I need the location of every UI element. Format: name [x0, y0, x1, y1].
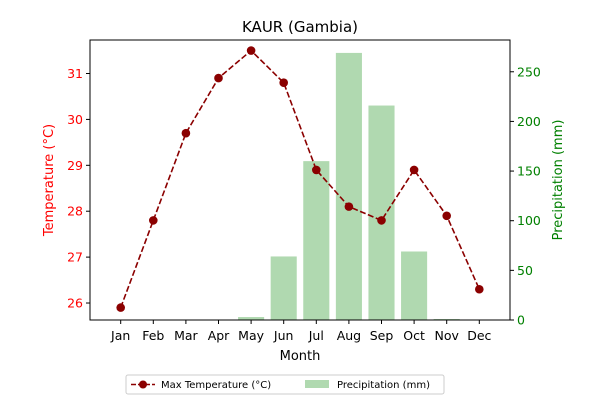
precip-bar-sep — [368, 105, 395, 320]
temperature-point-aug — [344, 202, 354, 211]
precip-bar-may — [238, 317, 265, 320]
precip-bar-aug — [335, 52, 362, 320]
legend-frame — [125, 374, 445, 395]
x-tick-label: Dec — [467, 328, 491, 343]
chart-title: KAUR (Gambia) — [242, 18, 358, 36]
x-tick-label: Jan — [110, 328, 130, 343]
right-y-tick-label: 100 — [517, 213, 541, 228]
precipitation-bars — [238, 52, 460, 320]
left-y-tick-label: 27 — [67, 250, 83, 265]
legend-precipitation-label: Precipitation (mm) — [337, 380, 430, 391]
precip-bar-oct — [401, 251, 428, 320]
temperature-point-sep — [377, 216, 386, 225]
legend-temperature-label: Max Temperature (°C) — [161, 380, 271, 391]
right-y-tick-label: 150 — [517, 164, 541, 179]
x-tick-label: Jul — [308, 328, 324, 343]
temperature-point-feb — [149, 216, 158, 225]
precip-bar-jun — [270, 256, 297, 320]
x-tick-label: Feb — [142, 328, 164, 343]
legend-line-marker — [139, 380, 147, 389]
temperature-point-jun — [279, 78, 289, 87]
x-tick-label: Nov — [434, 328, 459, 343]
temperature-point-oct — [409, 165, 419, 175]
temperature-point-nov — [442, 211, 452, 221]
precip-bar-jul — [303, 161, 330, 320]
temperature-point-dec — [475, 284, 484, 294]
temperature-line-series — [116, 46, 484, 312]
right-y-tick-label: 250 — [517, 64, 541, 79]
legend: Max Temperature (°C) Precipitation (mm) — [125, 374, 445, 395]
temperature-point-mar — [181, 128, 191, 138]
x-tick-label: Oct — [403, 328, 425, 343]
left-y-tick-label: 29 — [67, 158, 83, 173]
right-y-tick-label: 50 — [517, 263, 533, 278]
temperature-point-jan — [116, 303, 125, 312]
x-tick-label: Sep — [370, 328, 394, 343]
right-axis-label: Precipitation (mm) — [551, 120, 566, 241]
left-y-tick-label: 28 — [67, 204, 83, 219]
right-axis-ticks: 0 50 100 150 200 250 — [510, 64, 541, 328]
x-tick-label: Jun — [273, 328, 294, 343]
x-tick-label: Apr — [208, 328, 230, 343]
x-tick-label: Aug — [337, 328, 361, 343]
temperature-point-apr — [214, 73, 223, 83]
temperature-point-may — [246, 46, 256, 55]
right-y-tick-label: 200 — [517, 114, 541, 129]
temperature-line — [119, 49, 481, 308]
x-tick-label: May — [238, 328, 264, 343]
temperature-point-jul — [312, 165, 321, 175]
x-tick-label: Mar — [174, 328, 198, 343]
left-axis-label: Temperature (°C) — [42, 124, 57, 237]
left-y-tick-label: 31 — [67, 66, 83, 81]
legend-bar-swatch — [305, 380, 329, 388]
left-y-tick-label: 26 — [67, 296, 83, 311]
left-y-tick-label: 30 — [67, 112, 83, 127]
plot-frame — [89, 39, 511, 321]
left-axis-ticks: 26 27 28 29 30 31 — [67, 66, 90, 311]
right-y-tick-label: 0 — [517, 313, 525, 328]
x-axis-ticks: Jan Feb Mar Apr May Jun Jul Aug Sep Oct Nov Dec — [110, 320, 492, 343]
x-axis-label: Month — [280, 349, 321, 364]
